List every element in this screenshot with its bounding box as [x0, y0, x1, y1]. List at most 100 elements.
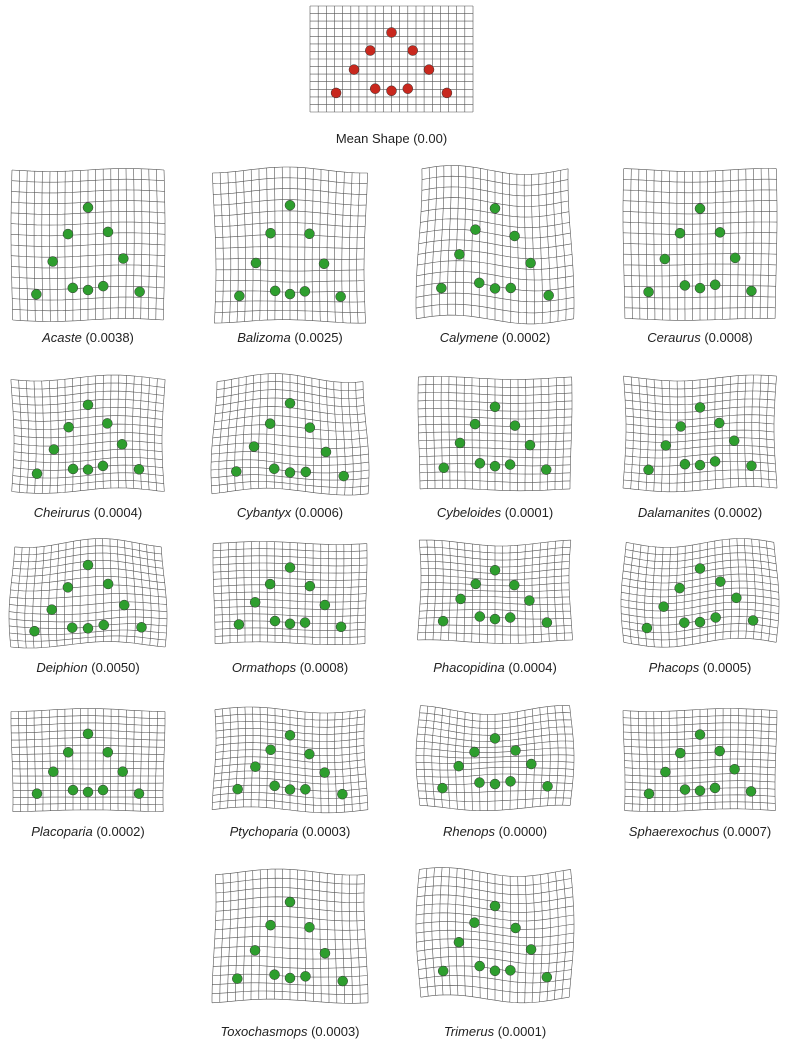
grid-line — [64, 542, 67, 646]
grid-line — [623, 178, 777, 183]
landmark — [232, 973, 243, 984]
score: (0.0025) — [294, 330, 343, 345]
grid-line — [539, 378, 542, 491]
grid-line — [14, 538, 162, 548]
grid-line — [420, 218, 570, 228]
grid-line — [216, 269, 365, 272]
grid-line — [319, 169, 322, 322]
score: (0.0004) — [93, 505, 143, 520]
grid-line — [624, 780, 776, 784]
landmark — [674, 582, 685, 594]
landmark — [264, 578, 276, 590]
landmark — [455, 593, 466, 605]
grid-line — [416, 773, 574, 778]
landmark — [231, 466, 242, 477]
grid-line — [13, 432, 163, 439]
landmark — [133, 788, 145, 799]
grid-line — [419, 539, 571, 547]
grid-line — [624, 758, 776, 763]
species-name: Sphaerexochus — [628, 824, 720, 839]
landmark — [441, 87, 453, 99]
grid-line — [160, 546, 168, 648]
landmark — [489, 613, 501, 625]
grid-line — [12, 307, 164, 312]
grid-line — [623, 722, 777, 727]
landmark — [82, 623, 94, 634]
landmark — [694, 402, 706, 413]
grid-line — [625, 445, 775, 451]
grid-line — [420, 582, 570, 587]
grid-line — [213, 541, 367, 545]
grid-line — [215, 280, 365, 283]
grid-line — [471, 713, 473, 811]
grid-line — [242, 376, 247, 490]
grid-line — [11, 243, 165, 247]
grid-line — [11, 382, 165, 390]
landmark — [269, 780, 280, 792]
landmark — [694, 563, 706, 574]
grid-line — [214, 222, 366, 228]
grid-line — [215, 234, 365, 238]
grid-line — [448, 541, 451, 641]
grid-line — [13, 415, 163, 422]
grid-line — [250, 375, 254, 489]
landmark — [694, 203, 706, 214]
score: (0.0005) — [702, 660, 752, 675]
grid-line — [124, 375, 127, 489]
grid-line — [417, 260, 573, 270]
grid-line — [102, 375, 104, 489]
grid-line — [416, 912, 574, 922]
landmark — [541, 617, 553, 628]
grid-line — [348, 172, 353, 324]
grid-line — [624, 296, 776, 299]
landmark — [694, 729, 706, 740]
grid-line — [211, 442, 369, 449]
grid-line — [11, 487, 165, 494]
grid-line — [41, 710, 44, 811]
landmark — [284, 618, 296, 630]
landmark — [269, 969, 280, 980]
grid-line — [125, 710, 127, 811]
landmark — [694, 616, 706, 628]
grid-line — [622, 376, 627, 489]
grid-line — [219, 172, 224, 323]
grid-line — [463, 712, 466, 810]
landmark — [250, 761, 261, 772]
grid-line — [478, 714, 481, 811]
grid-line — [415, 754, 575, 759]
grid-line — [266, 373, 269, 489]
landmark — [746, 285, 757, 297]
grid-line — [49, 710, 51, 811]
grid-line — [48, 545, 52, 648]
landmark — [117, 766, 128, 777]
landmark — [437, 615, 449, 627]
grid-line — [624, 318, 776, 321]
grid-line — [326, 380, 330, 495]
grid-line — [10, 641, 166, 649]
landmark — [469, 418, 481, 430]
caption: Acaste (0.0038) — [0, 330, 188, 345]
grid-line — [13, 803, 163, 805]
grid-line — [11, 722, 165, 727]
grid-line — [625, 453, 775, 459]
grid-line — [502, 875, 504, 1002]
grid-line — [348, 382, 354, 496]
grid-line — [11, 715, 165, 719]
grid-line — [274, 167, 276, 320]
grid-line — [16, 547, 23, 648]
grid-line — [212, 990, 368, 995]
deformation-grid — [417, 376, 573, 492]
caption: Phacops (0.0005) — [600, 660, 789, 675]
grid-line — [11, 275, 165, 279]
grid-line — [417, 885, 573, 895]
grid-line — [214, 606, 366, 610]
grid-line — [448, 376, 451, 489]
grid-line — [517, 876, 519, 1003]
landmark — [62, 582, 74, 593]
grid-line — [421, 186, 569, 197]
grid-line — [258, 541, 261, 642]
grid-line — [312, 543, 314, 645]
grid-line — [297, 375, 299, 491]
grid-line — [620, 601, 780, 612]
grid-line — [12, 480, 164, 487]
